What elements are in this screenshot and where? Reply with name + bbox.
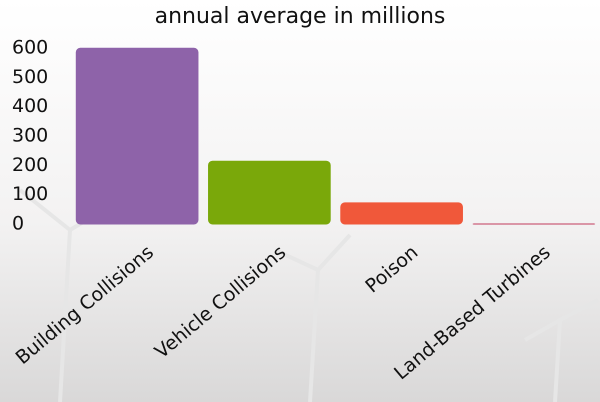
y-tick-label: 600 — [12, 37, 48, 59]
y-tick-label: 300 — [12, 125, 48, 147]
y-tick-label: 200 — [12, 154, 48, 176]
y-tick-label: 400 — [12, 95, 48, 117]
bar — [340, 202, 463, 225]
y-tick-label: 0 — [12, 213, 24, 235]
chart-subtitle: annual average in millions — [155, 4, 446, 29]
bar — [208, 160, 331, 225]
y-tick-label: 100 — [12, 183, 48, 205]
bar — [75, 47, 199, 225]
y-tick-label: 500 — [12, 66, 48, 88]
